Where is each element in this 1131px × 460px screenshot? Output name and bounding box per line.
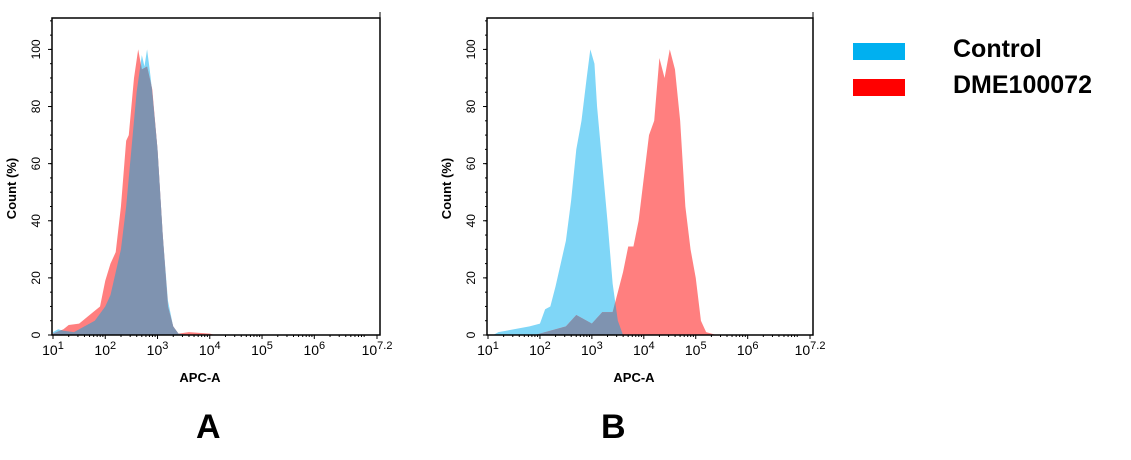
x-tick-label: 104 — [199, 340, 221, 358]
x-tick-base: 10 — [685, 342, 701, 358]
x-tick-exp: 2 — [545, 340, 551, 352]
x-tick-label: 106 — [303, 340, 325, 358]
y-tick-label: 0 — [29, 331, 43, 338]
y-tick-label: 20 — [464, 271, 478, 285]
x-tick-exp: 4 — [649, 340, 655, 352]
y-tick-label: 0 — [464, 331, 478, 338]
x-tick-exp: 2 — [110, 340, 116, 352]
plot-frame — [51, 17, 381, 336]
x-tick-base: 10 — [199, 342, 215, 358]
x-tick-exp: 1 — [493, 340, 499, 352]
x-tick-base: 10 — [362, 342, 378, 358]
legend-item-control: Control — [853, 35, 1042, 63]
x-tick-label: 103 — [581, 340, 603, 358]
x-tick-base: 10 — [94, 342, 110, 358]
legend-swatch-sample — [853, 79, 905, 96]
x-tick-base: 10 — [477, 342, 493, 358]
x-tick-label: 101 — [42, 340, 64, 358]
x-tick-base: 10 — [303, 342, 319, 358]
histogram-overlap — [488, 302, 810, 335]
x-tick-label: 101 — [477, 340, 499, 358]
x-tick-exp: 5 — [700, 340, 706, 352]
x-tick-base: 10 — [581, 342, 597, 358]
x-tick-base: 10 — [795, 342, 811, 358]
y-tick-label: 80 — [29, 100, 43, 114]
x-tick-exp: 3 — [162, 340, 168, 352]
x-tick-exp: 3 — [597, 340, 603, 352]
x-axis-label: APC-A — [179, 370, 221, 385]
x-tick-label: 102 — [529, 340, 551, 358]
histogram-overlap — [53, 63, 377, 335]
y-tick-label: 80 — [464, 100, 478, 114]
x-tick-base: 10 — [42, 342, 58, 358]
histogram-area-control — [493, 49, 624, 335]
x-tick-base: 10 — [633, 342, 649, 358]
x-tick-label: 104 — [633, 340, 655, 358]
x-tick-label: 107.2 — [795, 340, 826, 358]
legend-item-sample: DME100072 — [853, 71, 1092, 99]
y-tick-label: 40 — [464, 214, 478, 228]
x-tick-label: 105 — [685, 340, 707, 358]
x-tick-label: 102 — [94, 340, 116, 358]
x-tick-exp: 1 — [58, 340, 64, 352]
x-tick-label: 103 — [147, 340, 169, 358]
x-tick-base: 10 — [529, 342, 545, 358]
x-tick-exp: 7.2 — [377, 340, 392, 352]
x-tick-base: 10 — [737, 342, 753, 358]
y-tick-label: 60 — [464, 157, 478, 171]
histogram-area-dme100072 — [534, 49, 717, 335]
legend-label-sample: DME100072 — [953, 71, 1092, 99]
y-axis-label: Count (%) — [439, 158, 454, 219]
panel-label-a: A — [196, 408, 221, 446]
y-tick-label: 60 — [29, 157, 43, 171]
x-tick-base: 10 — [147, 342, 163, 358]
y-axis-label: Count (%) — [4, 158, 19, 219]
y-tick-label: 20 — [29, 271, 43, 285]
x-tick-label: 106 — [737, 340, 759, 358]
x-tick-base: 10 — [251, 342, 267, 358]
x-tick-label: 105 — [251, 340, 273, 358]
x-tick-exp: 5 — [267, 340, 273, 352]
x-tick-exp: 6 — [752, 340, 758, 352]
x-axis-label: APC-A — [613, 370, 655, 385]
x-tick-label: 107.2 — [362, 340, 393, 358]
y-tick-label: 100 — [464, 39, 478, 59]
plot-frame — [486, 17, 814, 336]
legend-swatch-control — [853, 43, 905, 60]
x-tick-exp: 4 — [215, 340, 221, 352]
x-tick-exp: 7.2 — [810, 340, 825, 352]
x-tick-exp: 6 — [319, 340, 325, 352]
panel-label-b: B — [601, 408, 626, 446]
y-tick-label: 100 — [29, 39, 43, 59]
legend-label-control: Control — [953, 35, 1042, 63]
y-tick-label: 40 — [29, 214, 43, 228]
